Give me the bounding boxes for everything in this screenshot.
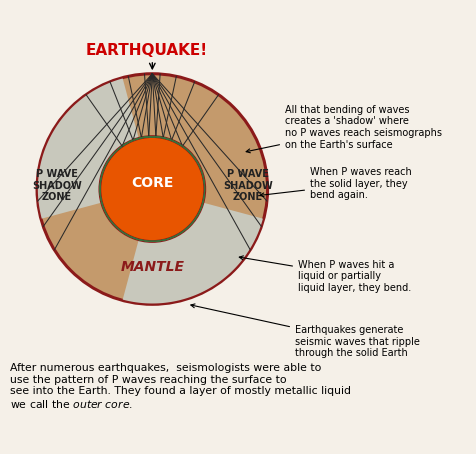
Text: P WAVE
SHADOW
ZONE: P WAVE SHADOW ZONE: [32, 169, 81, 202]
Text: EARTHQUAKE!: EARTHQUAKE!: [86, 43, 208, 58]
Text: Earthquakes generate
seismic waves that ripple
through the solid Earth: Earthquakes generate seismic waves that …: [191, 304, 420, 358]
Text: P WAVE
SHADOW
ZONE: P WAVE SHADOW ZONE: [223, 169, 273, 202]
Text: CORE: CORE: [131, 176, 174, 190]
Circle shape: [37, 74, 268, 304]
Text: After numerous earthquakes,  seismologists were able to
use the pattern of P wav: After numerous earthquakes, seismologist…: [10, 363, 350, 410]
Text: MANTLE: MANTLE: [120, 261, 184, 274]
Text: All that bending of waves
creates a 'shadow' where
no P waves reach seismographs: All that bending of waves creates a 'sha…: [246, 105, 442, 153]
Text: When P waves reach
the solid layer, they
bend again.: When P waves reach the solid layer, they…: [260, 167, 412, 200]
Polygon shape: [123, 202, 263, 303]
Text: When P waves hit a
liquid or partially
liquid layer, they bend.: When P waves hit a liquid or partially l…: [239, 256, 411, 293]
Polygon shape: [38, 79, 139, 219]
Circle shape: [100, 137, 205, 242]
